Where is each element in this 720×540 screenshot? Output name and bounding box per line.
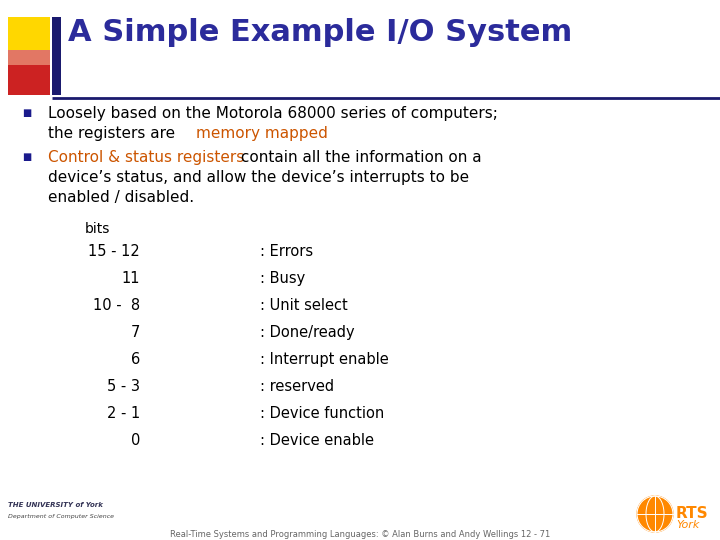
Text: : Device enable: : Device enable <box>260 433 374 448</box>
Text: device’s status, and allow the device’s interrupts to be: device’s status, and allow the device’s … <box>48 170 469 185</box>
Text: RTS: RTS <box>676 506 708 521</box>
Text: ■: ■ <box>22 108 31 118</box>
Text: : reserved: : reserved <box>260 379 334 394</box>
Text: bits: bits <box>85 222 110 236</box>
Text: Control & status registers: Control & status registers <box>48 150 244 165</box>
Bar <box>8 50 50 90</box>
Text: enabled / disabled.: enabled / disabled. <box>48 190 194 205</box>
Text: Department of Computer Science: Department of Computer Science <box>8 514 114 519</box>
Text: A Simple Example I/O System: A Simple Example I/O System <box>68 18 572 47</box>
Text: : Busy: : Busy <box>260 271 305 286</box>
Text: 0: 0 <box>130 433 140 448</box>
Text: memory mapped: memory mapped <box>196 126 328 141</box>
Text: : Unit select: : Unit select <box>260 298 348 313</box>
Circle shape <box>637 496 673 532</box>
Text: 5 - 3: 5 - 3 <box>107 379 140 394</box>
Text: : Device function: : Device function <box>260 406 384 421</box>
Text: York: York <box>676 520 699 530</box>
Text: Real-Time Systems and Programming Languages: © Alan Burns and Andy Wellings 12 -: Real-Time Systems and Programming Langua… <box>170 530 550 539</box>
Bar <box>8 65 50 95</box>
Text: 7: 7 <box>130 325 140 340</box>
Text: the registers are: the registers are <box>48 126 180 141</box>
Text: ■: ■ <box>22 152 31 162</box>
Bar <box>52 17 61 95</box>
Text: THE UNIVERSITY of York: THE UNIVERSITY of York <box>8 502 103 508</box>
Text: 10 -  8: 10 - 8 <box>93 298 140 313</box>
Text: 15 - 12: 15 - 12 <box>89 244 140 259</box>
Bar <box>8 17 50 75</box>
Text: Loosely based on the Motorola 68000 series of computers;: Loosely based on the Motorola 68000 seri… <box>48 106 498 121</box>
Text: 11: 11 <box>122 271 140 286</box>
Text: contain all the information on a: contain all the information on a <box>236 150 482 165</box>
Text: : Done/ready: : Done/ready <box>260 325 355 340</box>
Text: 2 - 1: 2 - 1 <box>107 406 140 421</box>
Text: : Interrupt enable: : Interrupt enable <box>260 352 389 367</box>
Text: : Errors: : Errors <box>260 244 313 259</box>
Text: 6: 6 <box>131 352 140 367</box>
